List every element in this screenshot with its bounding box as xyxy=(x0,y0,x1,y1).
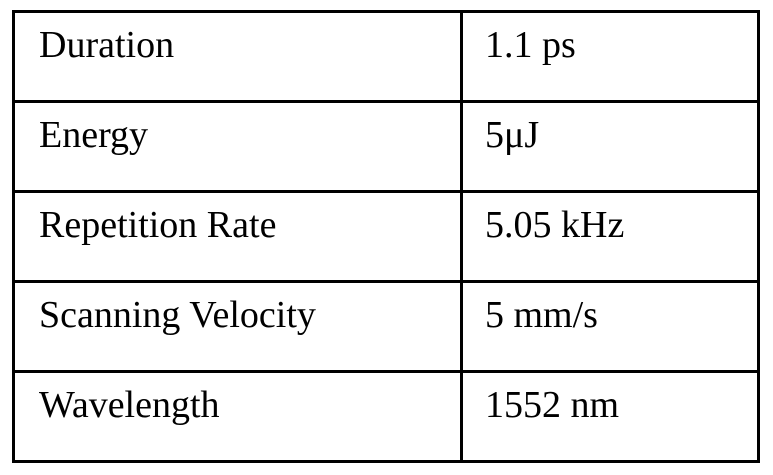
table-row: Scanning Velocity 5 mm/s xyxy=(14,282,759,372)
parameter-cell: Scanning Velocity xyxy=(14,282,462,372)
table-row: Duration 1.1 ps xyxy=(14,12,759,102)
value-cell: 5 mm/s xyxy=(462,282,759,372)
parameter-cell: Energy xyxy=(14,102,462,192)
parameter-cell: Duration xyxy=(14,12,462,102)
value-cell: 1.1 ps xyxy=(462,12,759,102)
laser-parameters-table: Duration 1.1 ps Energy 5μJ Repetition Ra… xyxy=(12,10,760,463)
value-cell: 1552 nm xyxy=(462,372,759,462)
table-row: Energy 5μJ xyxy=(14,102,759,192)
value-cell: 5.05 kHz xyxy=(462,192,759,282)
table-row: Wavelength 1552 nm xyxy=(14,372,759,462)
value-cell: 5μJ xyxy=(462,102,759,192)
table-row: Repetition Rate 5.05 kHz xyxy=(14,192,759,282)
parameter-cell: Wavelength xyxy=(14,372,462,462)
parameter-cell: Repetition Rate xyxy=(14,192,462,282)
